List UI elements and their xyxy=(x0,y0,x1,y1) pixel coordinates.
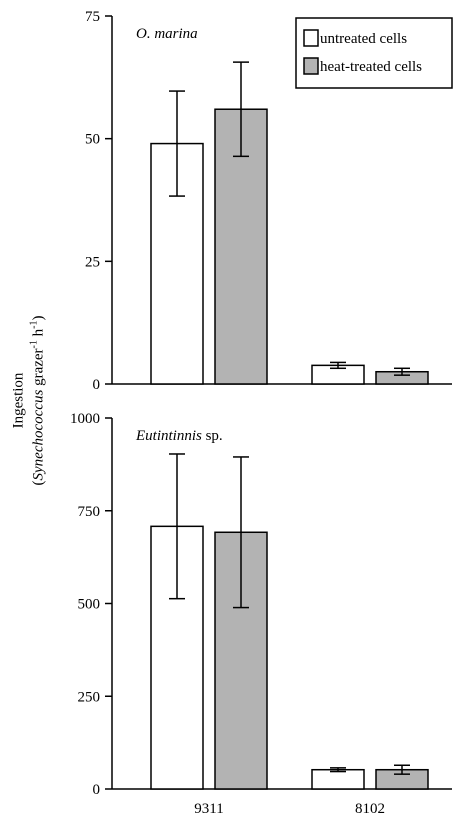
x-tick-label: 8102 xyxy=(355,801,385,817)
y-tick-label: 750 xyxy=(78,504,101,520)
y-tick-label: 50 xyxy=(85,132,100,148)
panel-label: Eutintinnis sp. xyxy=(135,428,223,444)
legend-swatch xyxy=(303,29,319,47)
x-tick-label: 9311 xyxy=(194,801,223,817)
legend-box xyxy=(295,17,453,89)
legend-swatch xyxy=(303,57,319,75)
y-tick-label: 1000 xyxy=(70,411,100,427)
panel-label: O. marina xyxy=(136,26,198,42)
legend-label: untreated cells xyxy=(320,31,407,47)
y-tick-label: 0 xyxy=(93,782,101,798)
bar xyxy=(311,768,365,790)
y-tick-label: 25 xyxy=(85,254,100,270)
y-tick-label: 0 xyxy=(93,377,101,393)
y-tick-label: 250 xyxy=(78,689,101,705)
y-tick-label: 75 xyxy=(85,9,100,25)
y-tick-label: 500 xyxy=(78,597,101,613)
legend-label: heat-treated cells xyxy=(320,59,422,75)
